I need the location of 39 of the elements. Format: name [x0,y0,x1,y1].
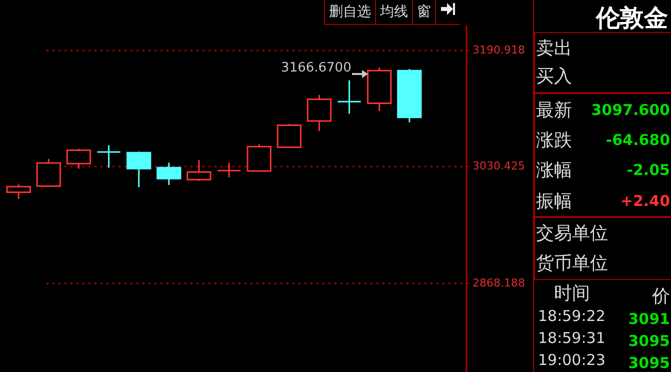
text: 3091 [628,310,670,328]
y-tick-label: 3190.918 [472,43,525,56]
candlestick [96,144,122,168]
text: +2.40 [620,192,670,210]
candlestick [306,94,332,132]
y-tick-label: 2868.188 [472,276,525,290]
candlestick [6,184,31,200]
text: 均线 [375,0,412,24]
text: 货币单位 [536,252,608,275]
text: 3095 [628,354,670,372]
candlestick [36,158,61,187]
text: 时间 [554,282,590,305]
candlestick [216,162,242,178]
text: 18:59:31 [538,329,606,347]
annotation: 3166.6700 [281,60,352,76]
y-tick-label: 3030.425 [472,159,525,172]
candlestick [156,162,182,186]
text: 振幅 [536,190,572,213]
candlestick [336,80,362,114]
text: 涨幅 [536,159,572,182]
text: 窗 [412,0,435,24]
text: 买入 [536,65,572,88]
text: 涨跌 [536,129,572,152]
text: 18:59:22 [538,307,606,325]
text: 伦敦金 [596,3,668,34]
candlestick [186,159,212,182]
text: 19:00:23 [538,351,606,369]
text: 交易单位 [536,222,608,245]
candlestick [126,150,152,188]
text: 最新 [536,99,572,122]
candlestick [276,123,302,148]
text: 3097.600 [591,101,670,119]
text: 卖出 [536,37,572,60]
text: -2.05 [626,161,670,179]
text: 价 [652,285,670,308]
text: 3095 [628,332,670,350]
candlestick [66,148,92,170]
text: 删自选 [324,0,375,24]
text: -64.680 [606,131,670,149]
